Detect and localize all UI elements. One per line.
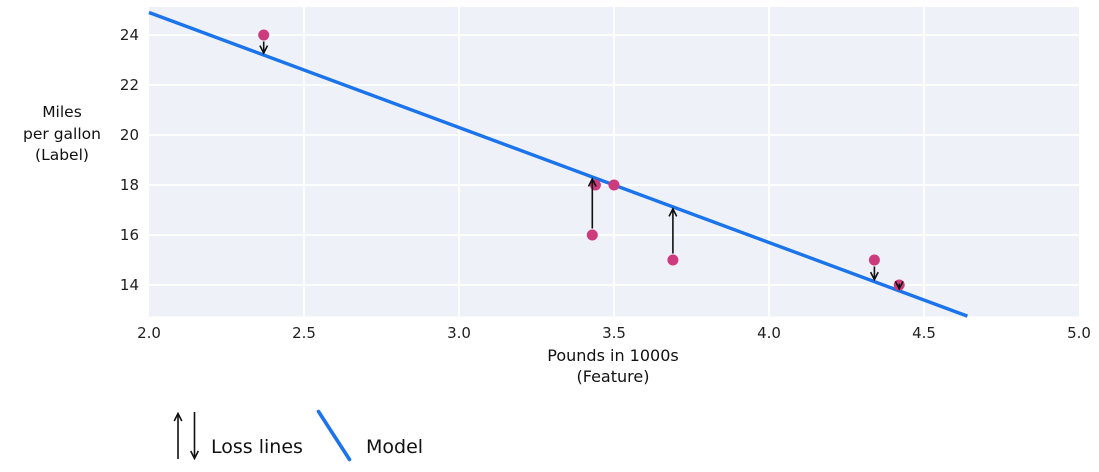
y-tick-label: 18	[119, 176, 139, 194]
data-point	[608, 179, 620, 191]
legend-model-line	[316, 409, 352, 462]
data-point	[868, 254, 880, 266]
y-axis-title-line: Miles	[42, 103, 82, 121]
y-axis-title-line: per gallon	[23, 124, 101, 143]
y-tick-label: 20	[119, 126, 139, 144]
x-tick-label: 3.5	[602, 324, 626, 342]
y-tick-label: 16	[119, 226, 139, 244]
y-tick-label: 22	[119, 76, 139, 94]
x-tick-label: 5.0	[1067, 324, 1091, 342]
x-tick-label: 4.0	[757, 324, 781, 342]
legend-loss-lines-label: Loss lines	[211, 436, 303, 458]
y-tick-label: 14	[119, 276, 139, 294]
loss-arrow-head	[259, 45, 269, 55]
x-tick-label: 3.0	[447, 324, 471, 342]
model-line	[148, 10, 968, 318]
legend-model-label: Model	[366, 436, 424, 458]
loss-arrow-head	[869, 271, 879, 282]
x-axis-title: Pounds in 1000s (Feature)	[463, 345, 763, 387]
legend-down-arrow-head	[189, 450, 200, 461]
legend-up-arrow-head	[173, 411, 183, 422]
loss-arrow-head	[587, 177, 597, 187]
y-axis-title: Miles per gallon (Label)	[6, 102, 118, 167]
x-axis-title-line: Pounds in 1000s	[547, 346, 679, 365]
y-tick-label: 24	[119, 26, 139, 44]
data-point	[586, 229, 598, 241]
y-axis-title-line: (Label)	[35, 146, 89, 164]
x-tick-label: 2.5	[292, 324, 316, 342]
x-tick-label: 4.5	[912, 324, 936, 342]
loss-arrow-head	[894, 280, 904, 291]
x-tick-label: 2.0	[137, 324, 161, 342]
x-axis-title-line: (Feature)	[576, 367, 650, 386]
data-point	[258, 29, 270, 41]
loss-arrow-head	[668, 207, 678, 217]
data-point	[667, 254, 679, 266]
